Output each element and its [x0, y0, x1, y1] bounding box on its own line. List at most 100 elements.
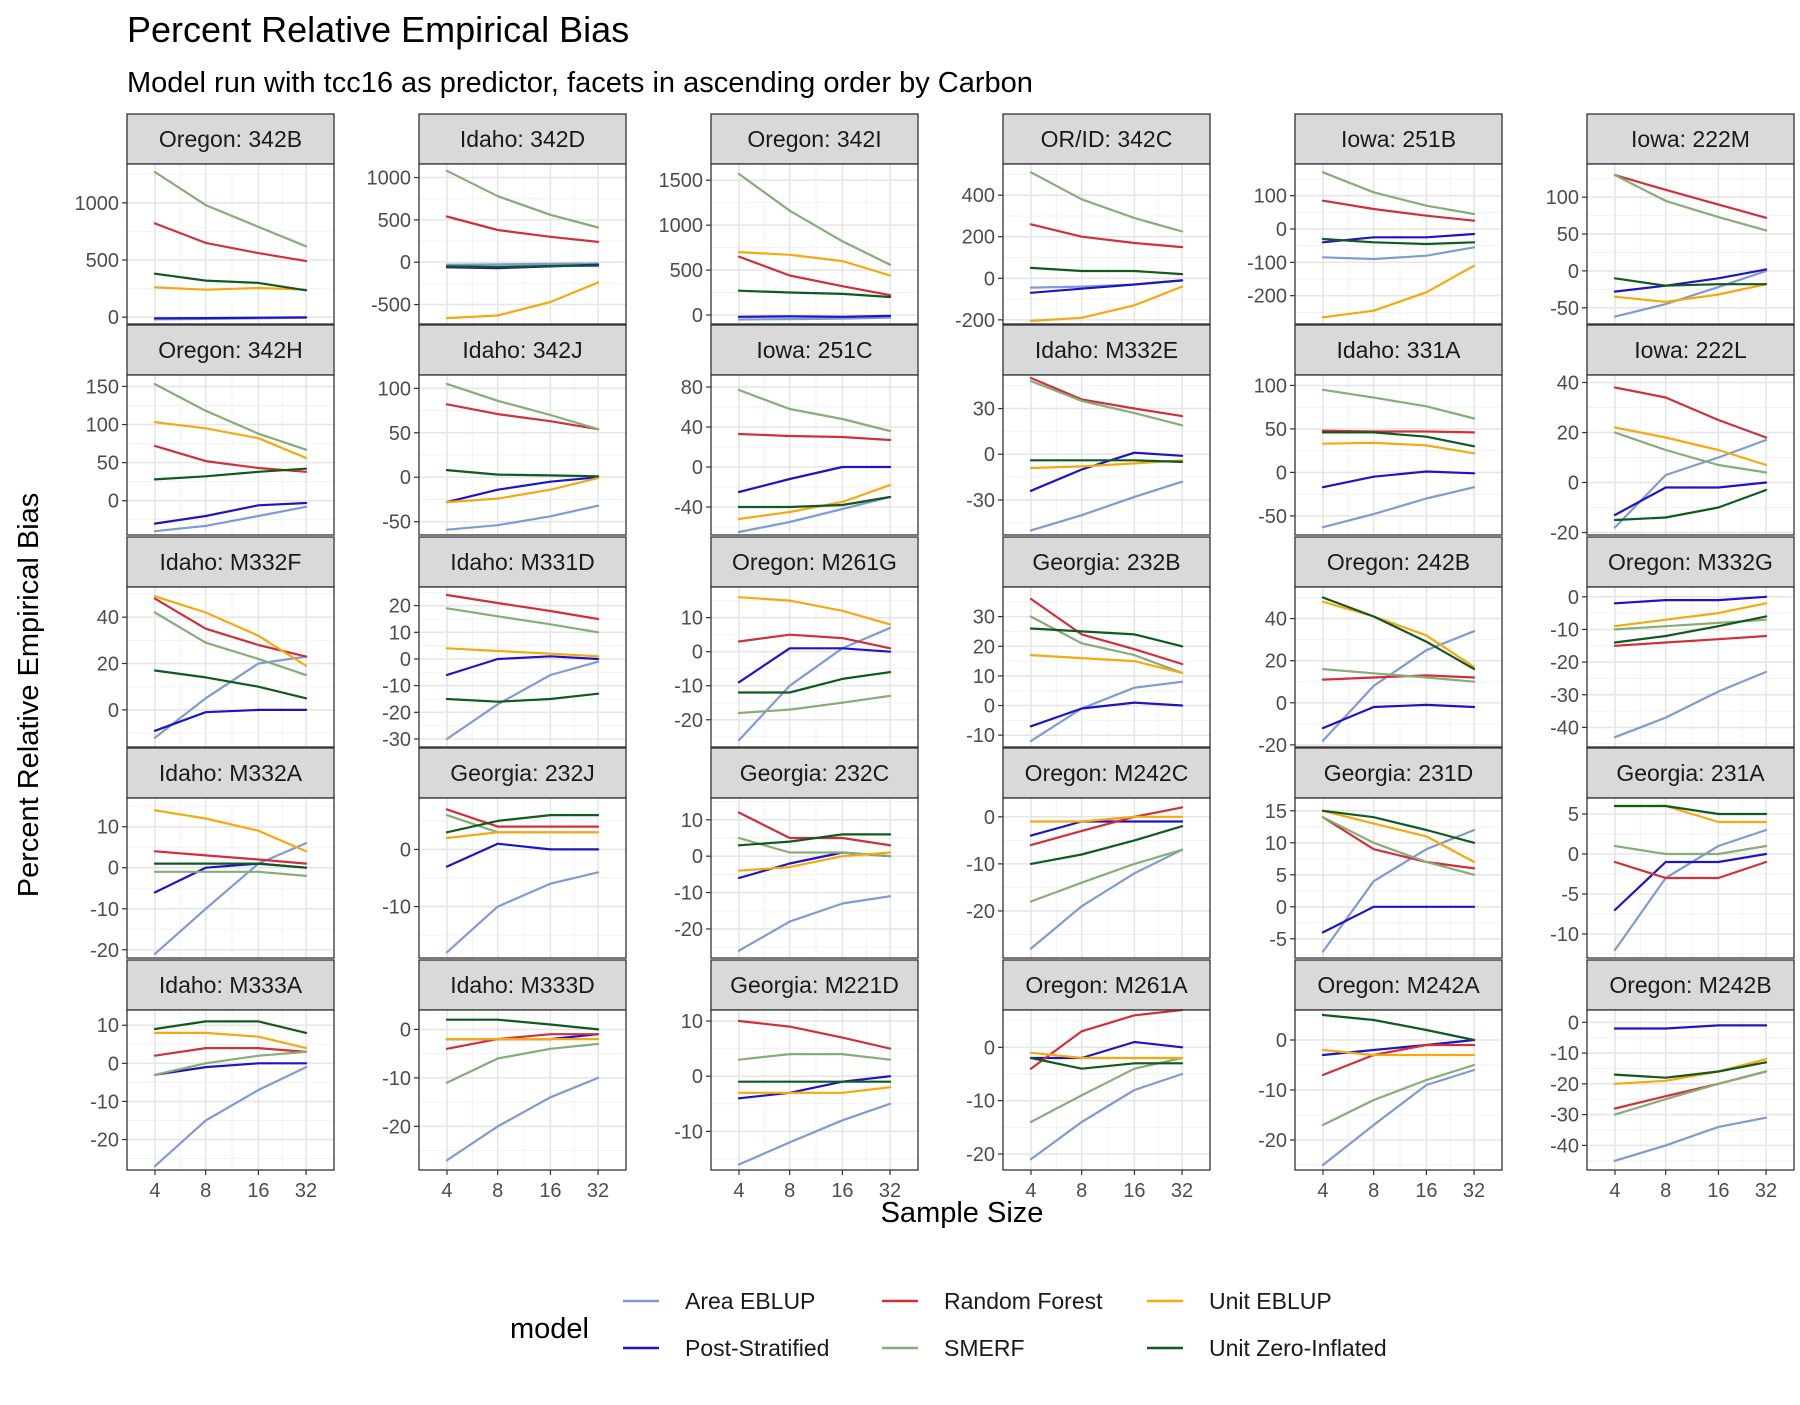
y-tick-label: 0: [400, 839, 411, 861]
x-tick-label: 32: [879, 1180, 901, 1202]
facet-idaho-m333a: Idaho: M333A -20 -10 0 10 4 8 16 32: [90, 959, 335, 1202]
series-line-area-eblup: [445, 1076, 600, 1162]
panel-border: [710, 374, 919, 536]
legend-label: Post-Stratified: [685, 1335, 829, 1361]
facet-label: Georgia: 231A: [1616, 760, 1765, 786]
panel-border: [126, 586, 335, 748]
y-tick-label: -20: [966, 901, 995, 923]
y-tick-label: 500: [378, 210, 411, 232]
facet-strip: [418, 113, 627, 165]
y-tick-label: 10: [389, 622, 411, 644]
y-tick-label: -40: [1550, 717, 1579, 739]
facet-label: Iowa: 222L: [1634, 337, 1747, 363]
series-line-area-eblup: [1029, 680, 1184, 743]
series-line-random-forest: [445, 593, 600, 621]
y-tick-label: 500: [86, 250, 119, 272]
series-line-area-eblup: [737, 495, 892, 534]
facet-label: Oregon: M242C: [1025, 760, 1189, 786]
panel-background: [1295, 375, 1502, 535]
y-tick-label: -50: [1258, 506, 1287, 528]
facet-idaho-m332e: Idaho: M332E -30 0 30: [966, 324, 1211, 536]
y-tick-label: 100: [1546, 187, 1579, 209]
facet-label: Georgia: M221D: [730, 972, 899, 998]
y-tick-label: 0: [984, 268, 995, 290]
panel-background: [1587, 375, 1794, 535]
facet-iowa-251c: Iowa: 251C -40 0 40 80: [674, 324, 919, 536]
facet-strip: [418, 536, 627, 588]
x-tick-label: 4: [149, 1180, 160, 1202]
y-tick-label: 40: [1557, 373, 1579, 395]
y-tick-label: 0: [108, 700, 119, 722]
series-line-smerf: [1613, 1070, 1768, 1116]
facet-strip: [1294, 113, 1503, 165]
x-axis-label: Sample Size: [881, 1197, 1044, 1229]
y-tick-label: 0: [1276, 693, 1287, 715]
facet-idaho-m333d: Idaho: M333D -20 -10 0 4 8 16 32: [382, 959, 627, 1202]
series-line-area-eblup: [445, 504, 600, 531]
facet-georgia-m221d: Georgia: M221D -10 0 10 4 8 16 32: [674, 959, 919, 1202]
panel-border: [418, 586, 627, 748]
facet-label: Oregon: 342I: [747, 126, 881, 152]
y-tick-label: 40: [1265, 609, 1287, 631]
series-line-unit-eblup: [1029, 285, 1184, 322]
y-tick-label: 500: [670, 260, 703, 282]
series-line-area-eblup: [737, 895, 892, 952]
legend-entry-smerf: SMERF: [882, 1335, 1025, 1361]
y-tick-label: -30: [1550, 1105, 1579, 1127]
series-line-post-stratified: [1613, 268, 1768, 293]
y-tick-label: 10: [973, 666, 995, 688]
series-line-random-forest: [445, 808, 600, 828]
y-tick-label: 0: [692, 305, 703, 327]
series-line-random-forest: [1029, 597, 1184, 666]
series-line-smerf: [153, 383, 308, 451]
panel-background: [711, 798, 918, 958]
panel-border: [1002, 797, 1211, 959]
facet-idaho-m332f: Idaho: M332F 0 20 40: [97, 536, 335, 748]
facet-label: Georgia: 231D: [1324, 760, 1474, 786]
series-line-unit-eblup: [737, 251, 892, 277]
panel-background: [1003, 164, 1210, 324]
y-tick-label: 0: [400, 1019, 411, 1041]
series-line-post-stratified: [737, 465, 892, 494]
y-tick-label: 5: [1276, 865, 1287, 887]
panel-background: [711, 375, 918, 535]
panel-background: [419, 164, 626, 324]
y-tick-label: 20: [1557, 423, 1579, 445]
series-line-post-stratified: [445, 476, 600, 504]
y-tick-label: -10: [674, 1121, 703, 1143]
facet-strip: [1294, 536, 1503, 588]
series-line-unit-eblup: [1613, 602, 1768, 628]
series-line-random-forest: [153, 222, 308, 263]
y-tick-label: -10: [382, 1068, 411, 1090]
y-tick-label: -20: [1550, 1074, 1579, 1096]
x-tick-label: 16: [247, 1180, 269, 1202]
series-line-unit-zero-inflated: [1029, 266, 1184, 276]
y-tick-label: 20: [389, 596, 411, 618]
y-tick-label: -10: [1550, 1043, 1579, 1065]
series-line-unit-zero-inflated: [737, 670, 892, 694]
facet-strip: [710, 747, 919, 799]
series-line-smerf: [445, 169, 600, 229]
series-line-area-eblup: [1321, 1068, 1476, 1167]
series-line-post-stratified: [1321, 703, 1476, 730]
y-tick-label: 15: [1265, 801, 1287, 823]
series-line-unit-zero-inflated: [1321, 596, 1476, 671]
panel-border: [1002, 374, 1211, 536]
series-line-area-eblup: [445, 871, 600, 954]
facet-iowa-222l: Iowa: 222L -20 0 20 40: [1550, 324, 1795, 545]
y-tick-label: 40: [97, 607, 119, 629]
facet-strip: [1586, 324, 1795, 376]
series-line-random-forest: [445, 215, 600, 243]
series-line-random-forest: [1613, 860, 1768, 880]
legend-label: Unit EBLUP: [1209, 1288, 1332, 1314]
x-tick-label: 8: [784, 1180, 795, 1202]
facet-strip: [418, 747, 627, 799]
facet-strip: [126, 324, 335, 376]
y-tick-label: 50: [1265, 419, 1287, 441]
facet-strip: [710, 959, 919, 1011]
panel-border: [710, 586, 919, 748]
series-line-area-eblup: [1029, 480, 1184, 532]
y-tick-label: -10: [966, 1091, 995, 1113]
